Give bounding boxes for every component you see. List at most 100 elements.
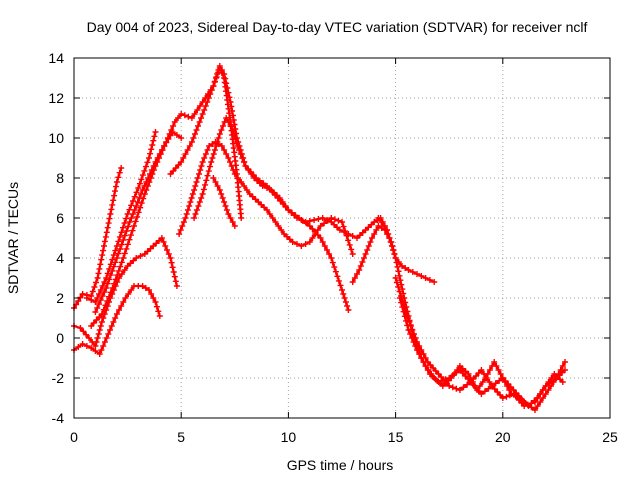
data-point-marker xyxy=(139,283,146,289)
data-point-marker xyxy=(210,175,217,181)
data-point-marker xyxy=(126,236,133,243)
data-point-marker xyxy=(537,391,543,397)
data-point-marker xyxy=(396,295,403,301)
data-point-marker xyxy=(148,167,155,173)
data-point-marker xyxy=(451,371,458,377)
data-point-marker xyxy=(212,179,219,185)
data-point-marker xyxy=(212,75,219,81)
data-point-marker xyxy=(496,377,503,384)
data-point-marker xyxy=(418,273,425,279)
data-point-marker xyxy=(100,306,107,313)
data-point-marker xyxy=(169,129,176,135)
data-point-marker xyxy=(172,278,179,285)
data-point-marker xyxy=(133,189,140,196)
data-point-marker xyxy=(199,191,206,197)
data-point-marker xyxy=(79,341,86,347)
data-point-marker xyxy=(218,127,225,133)
data-point-marker xyxy=(345,307,352,313)
data-point-marker xyxy=(112,188,118,195)
data-point-marker xyxy=(495,367,502,373)
data-point-marker xyxy=(410,339,417,345)
data-point-marker xyxy=(187,199,194,205)
data-point-marker xyxy=(337,282,344,289)
data-point-marker xyxy=(215,135,222,141)
data-point-marker xyxy=(385,231,392,237)
data-point-marker xyxy=(123,228,130,234)
data-point-marker xyxy=(340,223,347,230)
data-point-marker xyxy=(93,339,100,345)
data-point-marker xyxy=(130,211,136,217)
data-point-marker xyxy=(182,151,189,157)
series-line xyxy=(169,64,350,312)
data-point-marker xyxy=(207,91,214,97)
data-point-marker xyxy=(474,387,481,393)
data-point-marker xyxy=(92,299,99,305)
data-point-marker xyxy=(80,328,87,335)
data-point-marker xyxy=(123,215,130,222)
data-point-marker xyxy=(204,147,211,153)
data-point-marker xyxy=(100,315,107,321)
data-point-marker xyxy=(207,163,213,170)
data-point-marker xyxy=(264,185,270,191)
data-point-marker xyxy=(334,273,341,280)
data-point-marker xyxy=(77,325,84,331)
data-point-marker xyxy=(229,219,236,225)
data-point-marker xyxy=(184,207,191,213)
data-point-marker xyxy=(341,229,348,235)
data-point-marker xyxy=(115,267,122,274)
data-point-marker xyxy=(198,163,205,169)
data-point-marker xyxy=(104,298,111,304)
data-point-marker xyxy=(201,107,208,113)
data-point-marker xyxy=(128,215,135,221)
data-point-marker xyxy=(147,150,154,157)
data-point-marker xyxy=(216,63,223,69)
data-point-marker xyxy=(110,319,117,325)
axis-ticks: 0 5 10 15 20 25 -4 -2 0 2 4 6 8 10 12 14 xyxy=(48,50,618,445)
data-point-marker xyxy=(151,133,158,140)
data-point-marker xyxy=(124,211,131,217)
data-point-marker xyxy=(497,371,504,377)
data-point-marker xyxy=(414,347,420,353)
data-point-marker xyxy=(158,147,165,153)
data-point-marker xyxy=(220,123,226,129)
data-point-marker xyxy=(348,246,355,253)
data-point-marker xyxy=(161,143,167,149)
y-tick-label: 0 xyxy=(56,330,64,346)
y-tick-label: 8 xyxy=(56,170,64,186)
data-point-marker xyxy=(315,216,322,222)
data-point-marker xyxy=(201,155,208,161)
data-point-marker xyxy=(109,285,116,291)
data-point-marker xyxy=(106,293,112,300)
data-point-marker xyxy=(131,223,137,229)
data-point-marker xyxy=(168,259,175,266)
data-point-marker xyxy=(211,147,218,153)
data-point-marker xyxy=(107,327,113,333)
data-point-marker xyxy=(228,163,235,169)
data-point-marker xyxy=(202,103,209,109)
data-point-marker xyxy=(351,275,358,281)
data-point-marker xyxy=(197,167,204,173)
data-point-marker xyxy=(221,71,228,77)
data-point-marker xyxy=(534,395,541,401)
data-point-marker xyxy=(189,191,196,197)
data-point-marker xyxy=(165,251,172,257)
data-point-marker xyxy=(542,383,549,389)
data-point-marker xyxy=(113,183,119,190)
data-point-marker xyxy=(321,243,328,249)
data-point-marker xyxy=(117,263,124,270)
data-point-marker xyxy=(202,151,209,157)
data-point-marker xyxy=(102,233,109,240)
data-point-marker xyxy=(344,303,351,309)
data-point-marker xyxy=(225,119,232,125)
data-point-marker xyxy=(309,235,316,241)
data-point-marker xyxy=(266,211,273,217)
data-point-marker xyxy=(506,387,513,393)
data-point-marker xyxy=(401,313,408,320)
data-point-marker xyxy=(469,379,476,385)
data-point-marker xyxy=(199,159,206,165)
data-series-arc-2 xyxy=(71,235,180,349)
data-point-marker xyxy=(208,87,215,93)
data-point-marker xyxy=(328,255,335,261)
data-point-marker xyxy=(395,268,402,275)
data-point-marker xyxy=(213,143,220,149)
